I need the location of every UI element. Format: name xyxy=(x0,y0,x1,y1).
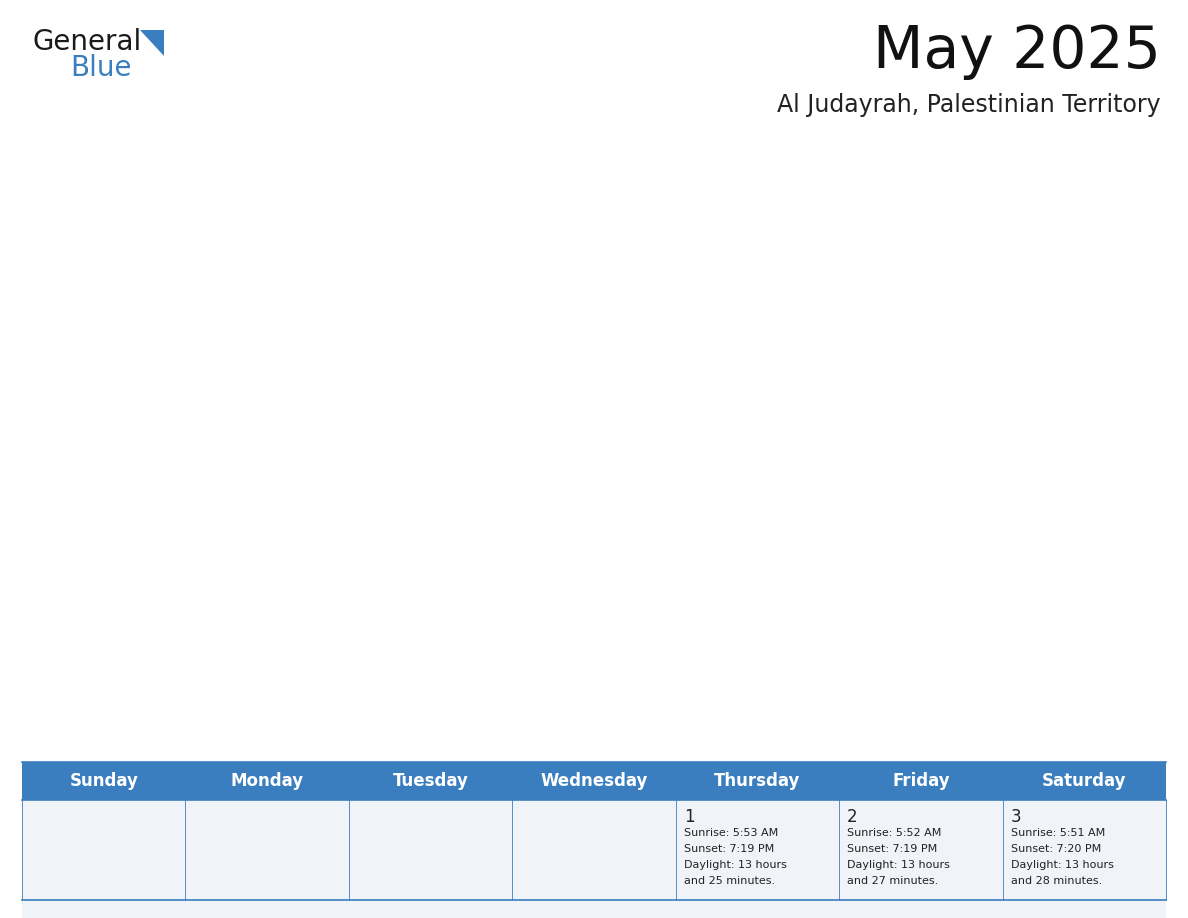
Bar xyxy=(23,762,1165,800)
Text: Daylight: 13 hours: Daylight: 13 hours xyxy=(684,860,786,870)
Text: Saturday: Saturday xyxy=(1042,772,1126,790)
Text: 2: 2 xyxy=(847,808,858,826)
Text: Sunrise: 5:51 AM: Sunrise: 5:51 AM xyxy=(1011,828,1105,838)
Text: Monday: Monday xyxy=(230,772,304,790)
Bar xyxy=(839,800,1003,918)
Text: 3: 3 xyxy=(1011,808,1022,826)
Text: and 28 minutes.: and 28 minutes. xyxy=(1011,876,1101,886)
Bar xyxy=(349,800,512,918)
Text: 1: 1 xyxy=(684,808,694,826)
Text: Tuesday: Tuesday xyxy=(392,772,468,790)
Text: Sunset: 7:19 PM: Sunset: 7:19 PM xyxy=(684,844,773,854)
Text: Daylight: 13 hours: Daylight: 13 hours xyxy=(847,860,950,870)
Text: and 27 minutes.: and 27 minutes. xyxy=(847,876,939,886)
Text: Sunrise: 5:53 AM: Sunrise: 5:53 AM xyxy=(684,828,778,838)
Text: Sunset: 7:19 PM: Sunset: 7:19 PM xyxy=(847,844,937,854)
Text: Sunday: Sunday xyxy=(69,772,138,790)
Text: Sunset: 7:20 PM: Sunset: 7:20 PM xyxy=(1011,844,1101,854)
Bar xyxy=(23,800,185,918)
Bar xyxy=(185,800,349,918)
Text: Wednesday: Wednesday xyxy=(541,772,647,790)
Text: May 2025: May 2025 xyxy=(873,23,1161,80)
Text: Thursday: Thursday xyxy=(714,772,801,790)
Text: Al Judayrah, Palestinian Territory: Al Judayrah, Palestinian Territory xyxy=(777,93,1161,117)
Polygon shape xyxy=(140,30,164,56)
Text: Friday: Friday xyxy=(892,772,949,790)
Text: Daylight: 13 hours: Daylight: 13 hours xyxy=(1011,860,1113,870)
Text: General: General xyxy=(32,28,141,56)
Text: and 25 minutes.: and 25 minutes. xyxy=(684,876,775,886)
Bar xyxy=(676,800,839,918)
Bar xyxy=(512,800,676,918)
Bar xyxy=(1003,800,1165,918)
Text: Sunrise: 5:52 AM: Sunrise: 5:52 AM xyxy=(847,828,942,838)
Text: Blue: Blue xyxy=(70,54,132,82)
